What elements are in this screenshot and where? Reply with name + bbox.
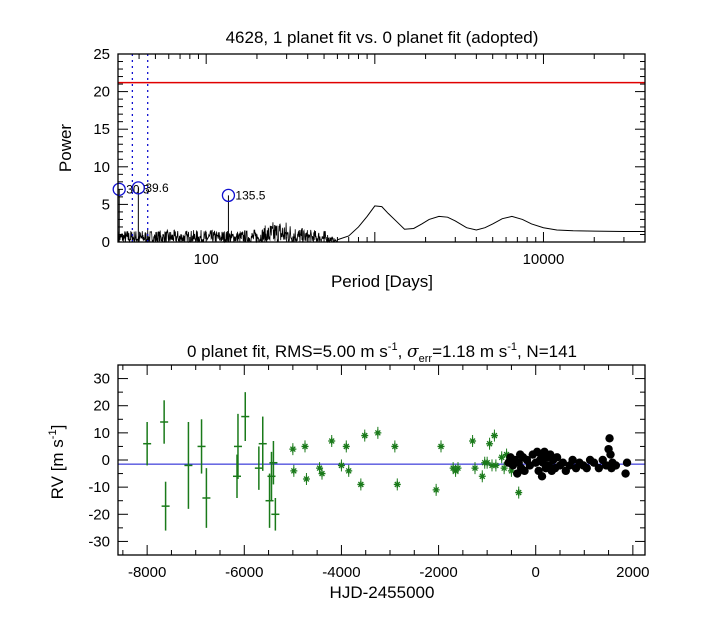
periodogram-y-tick-label: 25 [93,46,110,63]
periodogram-y-tick-label: 10 [93,159,110,176]
rv-title-mid: =1.18 m s [432,342,507,361]
rv-x-tick-label: 2000 [616,564,649,581]
periodogram-noise-series [117,222,338,244]
rv-dot-point [537,472,547,481]
rv-dot-point [605,434,614,443]
rv-ylabel-main: RV [m s [48,439,67,499]
peak-marker [112,182,126,197]
periodogram-x-tick-label: 100 [194,251,219,268]
rv-dot-point [611,461,621,470]
periodogram-ylabel: Power [56,124,75,173]
rv-dot-point [558,458,568,467]
rv-y-tick-label: 20 [93,398,110,415]
periodogram-y-tick-label: 15 [93,121,110,138]
periodogram-y-tick-label: 5 [102,196,110,213]
rv-dot-point [520,466,529,476]
rv-y-tick-label: 30 [93,371,110,388]
rv-x-tick-label: -6000 [225,564,263,581]
rv-ylabel-close: ] [48,425,67,430]
rv-title-sigma: σ [407,342,419,362]
rv-dot-point [606,450,615,459]
periodogram-axes: 100 10000 0 5 10 15 20 25 [93,46,646,268]
periodogram-smooth-series [337,205,645,241]
rv-plot-area [118,392,645,531]
peak-marker [131,181,145,195]
rv-y-tick-label: 10 [93,425,110,442]
rv-axes: -8000 -6000 -4000 -2000 0 2000 -30 -20 -10 0 10 20 3… [88,364,650,581]
rv-y-tick-label: -30 [88,533,110,550]
rv-title-sep: , [398,342,407,361]
rv-dot-point [568,455,577,465]
rv-title-exp2: -1 [507,341,517,353]
rv-x-tick-label: 0 [532,564,540,581]
rv-y-tick-label: 0 [102,452,110,469]
rv-y-tick-label: -20 [88,506,110,523]
rv-title: 0 planet fit, RMS=5.00 m s-1, σerr=1.18 … [187,341,577,365]
rv-ylabel: RV [m s-1] [47,425,67,500]
periodogram-y-tick-label: 20 [93,84,110,101]
rv-dot-point [552,453,562,462]
rv-x-tick-label: -2000 [419,564,457,581]
rv-title-sigma-sub: err [419,353,433,365]
periodogram-panel: 4628, 1 planet fit vs. 0 planet fit (ado… [56,28,646,291]
rv-y-tick-label: -10 [88,479,110,496]
rv-dot-point [621,469,630,478]
rv-dot-point [582,463,591,473]
rv-xlabel: HJD-2455000 [330,583,435,602]
peak-label: 135.5 [235,188,265,202]
periodogram-x-tick-label: 10000 [523,251,565,268]
peak-label: 39.6 [145,181,169,195]
rv-dot-point [622,458,632,467]
rv-dot-point [594,463,604,473]
rv-title-tail: , N=141 [517,342,577,361]
peak-marker [221,188,236,203]
rv-x-tick-label: -4000 [322,564,360,581]
rv-x-tick-label: -8000 [128,564,166,581]
periodogram-title: 4628, 1 planet fit vs. 0 planet fit (ado… [226,28,539,47]
periodogram-y-tick-label: 0 [102,234,110,251]
periodogram-frame [117,53,646,243]
periodogram-xlabel: Period [Days] [331,272,433,291]
rv-panel: 0 planet fit, RMS=5.00 m s-1, σerr=1.18 … [47,341,650,602]
rv-title-exp1: -1 [388,341,398,353]
rv-title-main: 0 planet fit, RMS=5.00 m s [187,342,388,361]
rv-ylabel-exp: -1 [47,429,59,439]
rv-dot-point [589,458,599,467]
